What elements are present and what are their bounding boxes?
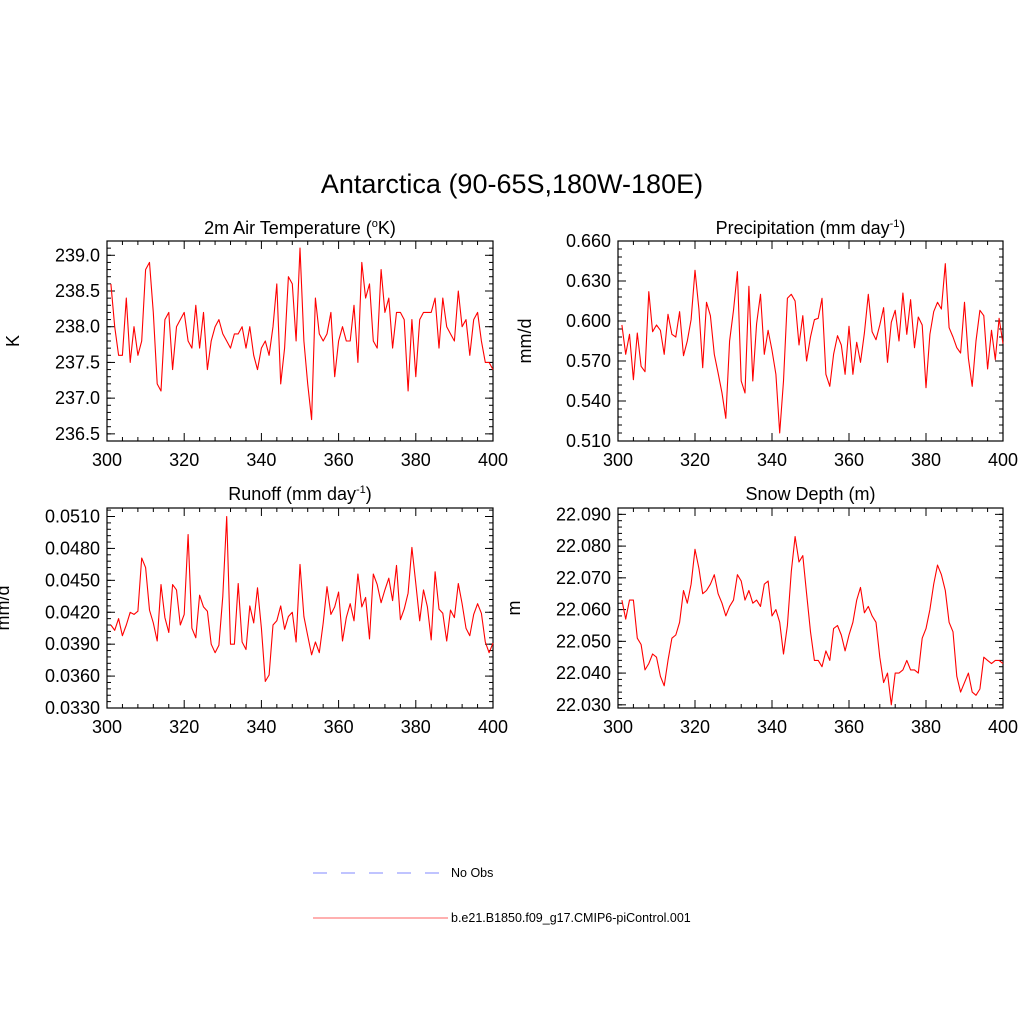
y-tick-label: 22.090 xyxy=(556,504,611,524)
legend-label-picontrol: b.e21.B1850.f09_g17.CMIP6-piControl.001 xyxy=(451,911,691,925)
y-tick-label: 0.0510 xyxy=(45,507,100,527)
y-tick-label: 0.0420 xyxy=(45,602,100,622)
x-tick-label: 340 xyxy=(757,717,787,737)
x-tick-label: 320 xyxy=(169,717,199,737)
y-tick-label: 0.0390 xyxy=(45,634,100,654)
y-tick-label: 0.0360 xyxy=(45,666,100,686)
legend-label-no-obs: No Obs xyxy=(451,866,493,880)
plot-frame xyxy=(106,240,494,442)
x-tick-label: 380 xyxy=(401,717,431,737)
panel-title-air-temperature: 2m Air Temperature (oK) xyxy=(204,218,396,238)
series-line-air-temperature xyxy=(110,247,494,421)
y-tick-label: 22.050 xyxy=(556,631,611,651)
y-axis-label-snow-depth: m xyxy=(504,601,524,616)
y-tick-label: 0.570 xyxy=(566,351,611,371)
x-tick-label: 300 xyxy=(603,717,633,737)
y-axis-label-precipitation: mm/d xyxy=(515,319,535,364)
y-axis-label-air-temperature: K xyxy=(3,335,23,347)
panel-snow-depth: Snow Depth (m) m 300 320 340 360 380 400 22.030 2… xyxy=(504,484,1018,737)
x-tick-label: 360 xyxy=(834,450,864,470)
x-tick-label: 320 xyxy=(169,450,199,470)
x-tick-label: 340 xyxy=(246,450,276,470)
x-tick-label: 360 xyxy=(324,450,354,470)
y-tick-label: 0.0330 xyxy=(45,698,100,718)
series-line-precipitation xyxy=(621,263,1004,434)
x-tick-label: 300 xyxy=(92,717,122,737)
y-tick-label: 22.040 xyxy=(556,663,611,683)
panel-title-snow-depth: Snow Depth (m) xyxy=(745,484,875,504)
panel-title-precipitation: Precipitation (mm day-1) xyxy=(716,218,906,238)
panel-precipitation: Precipitation (mm day-1) mm/d 300 320 340 360… xyxy=(515,218,1018,470)
legend: No Obs b.e21.B1850.f09_g17.CMIP6-piContr… xyxy=(313,866,691,925)
y-tick-label: 0.0480 xyxy=(45,538,100,558)
x-tick-label: 320 xyxy=(680,450,710,470)
x-tick-label: 380 xyxy=(911,717,941,737)
y-tick-label: 0.630 xyxy=(566,271,611,291)
y-tick-label: 238.5 xyxy=(55,281,100,301)
x-tick-label: 300 xyxy=(603,450,633,470)
x-tick-label: 340 xyxy=(757,450,787,470)
y-tick-label: 237.0 xyxy=(55,388,100,408)
y-tick-label: 22.060 xyxy=(556,600,611,620)
series-line-snow-depth xyxy=(621,536,1004,706)
y-tick-label: 237.5 xyxy=(55,352,100,372)
x-tick-label: 360 xyxy=(834,717,864,737)
x-tick-label: 380 xyxy=(911,450,941,470)
y-tick-label: 0.510 xyxy=(566,431,611,451)
y-tick-label: 22.080 xyxy=(556,536,611,556)
panel-air-temperature: 2m Air Temperature (oK) K 300 320 340 360 380 4… xyxy=(3,218,508,470)
y-tick-label: 0.660 xyxy=(566,231,611,251)
main-title: Antarctica (90-65S,180W-180E) xyxy=(321,169,703,199)
x-tick-label: 300 xyxy=(92,450,122,470)
panel-title-runoff: Runoff (mm day-1) xyxy=(228,484,372,504)
y-tick-label: 0.540 xyxy=(566,391,611,411)
x-tick-label: 320 xyxy=(680,717,710,737)
y-axis-label-runoff: mm/d xyxy=(0,586,13,631)
panel-runoff: Runoff (mm day-1) mm/d 300 320 340 360 380 400 0… xyxy=(0,484,508,737)
y-tick-label: 22.070 xyxy=(556,568,611,588)
y-tick-label: 236.5 xyxy=(55,424,100,444)
y-tick-label: 22.030 xyxy=(556,695,611,715)
x-tick-label: 400 xyxy=(478,450,508,470)
series-line-runoff xyxy=(110,515,494,682)
x-tick-label: 340 xyxy=(246,717,276,737)
x-tick-label: 360 xyxy=(324,717,354,737)
x-tick-label: 380 xyxy=(401,450,431,470)
y-tick-label: 239.0 xyxy=(55,245,100,265)
plot-frame xyxy=(617,507,1004,709)
x-tick-label: 400 xyxy=(988,717,1018,737)
x-tick-label: 400 xyxy=(478,717,508,737)
y-tick-label: 238.0 xyxy=(55,317,100,337)
x-tick-label: 400 xyxy=(988,450,1018,470)
plot-frame xyxy=(106,507,494,709)
y-tick-label: 0.600 xyxy=(566,311,611,331)
y-tick-label: 0.0450 xyxy=(45,570,100,590)
